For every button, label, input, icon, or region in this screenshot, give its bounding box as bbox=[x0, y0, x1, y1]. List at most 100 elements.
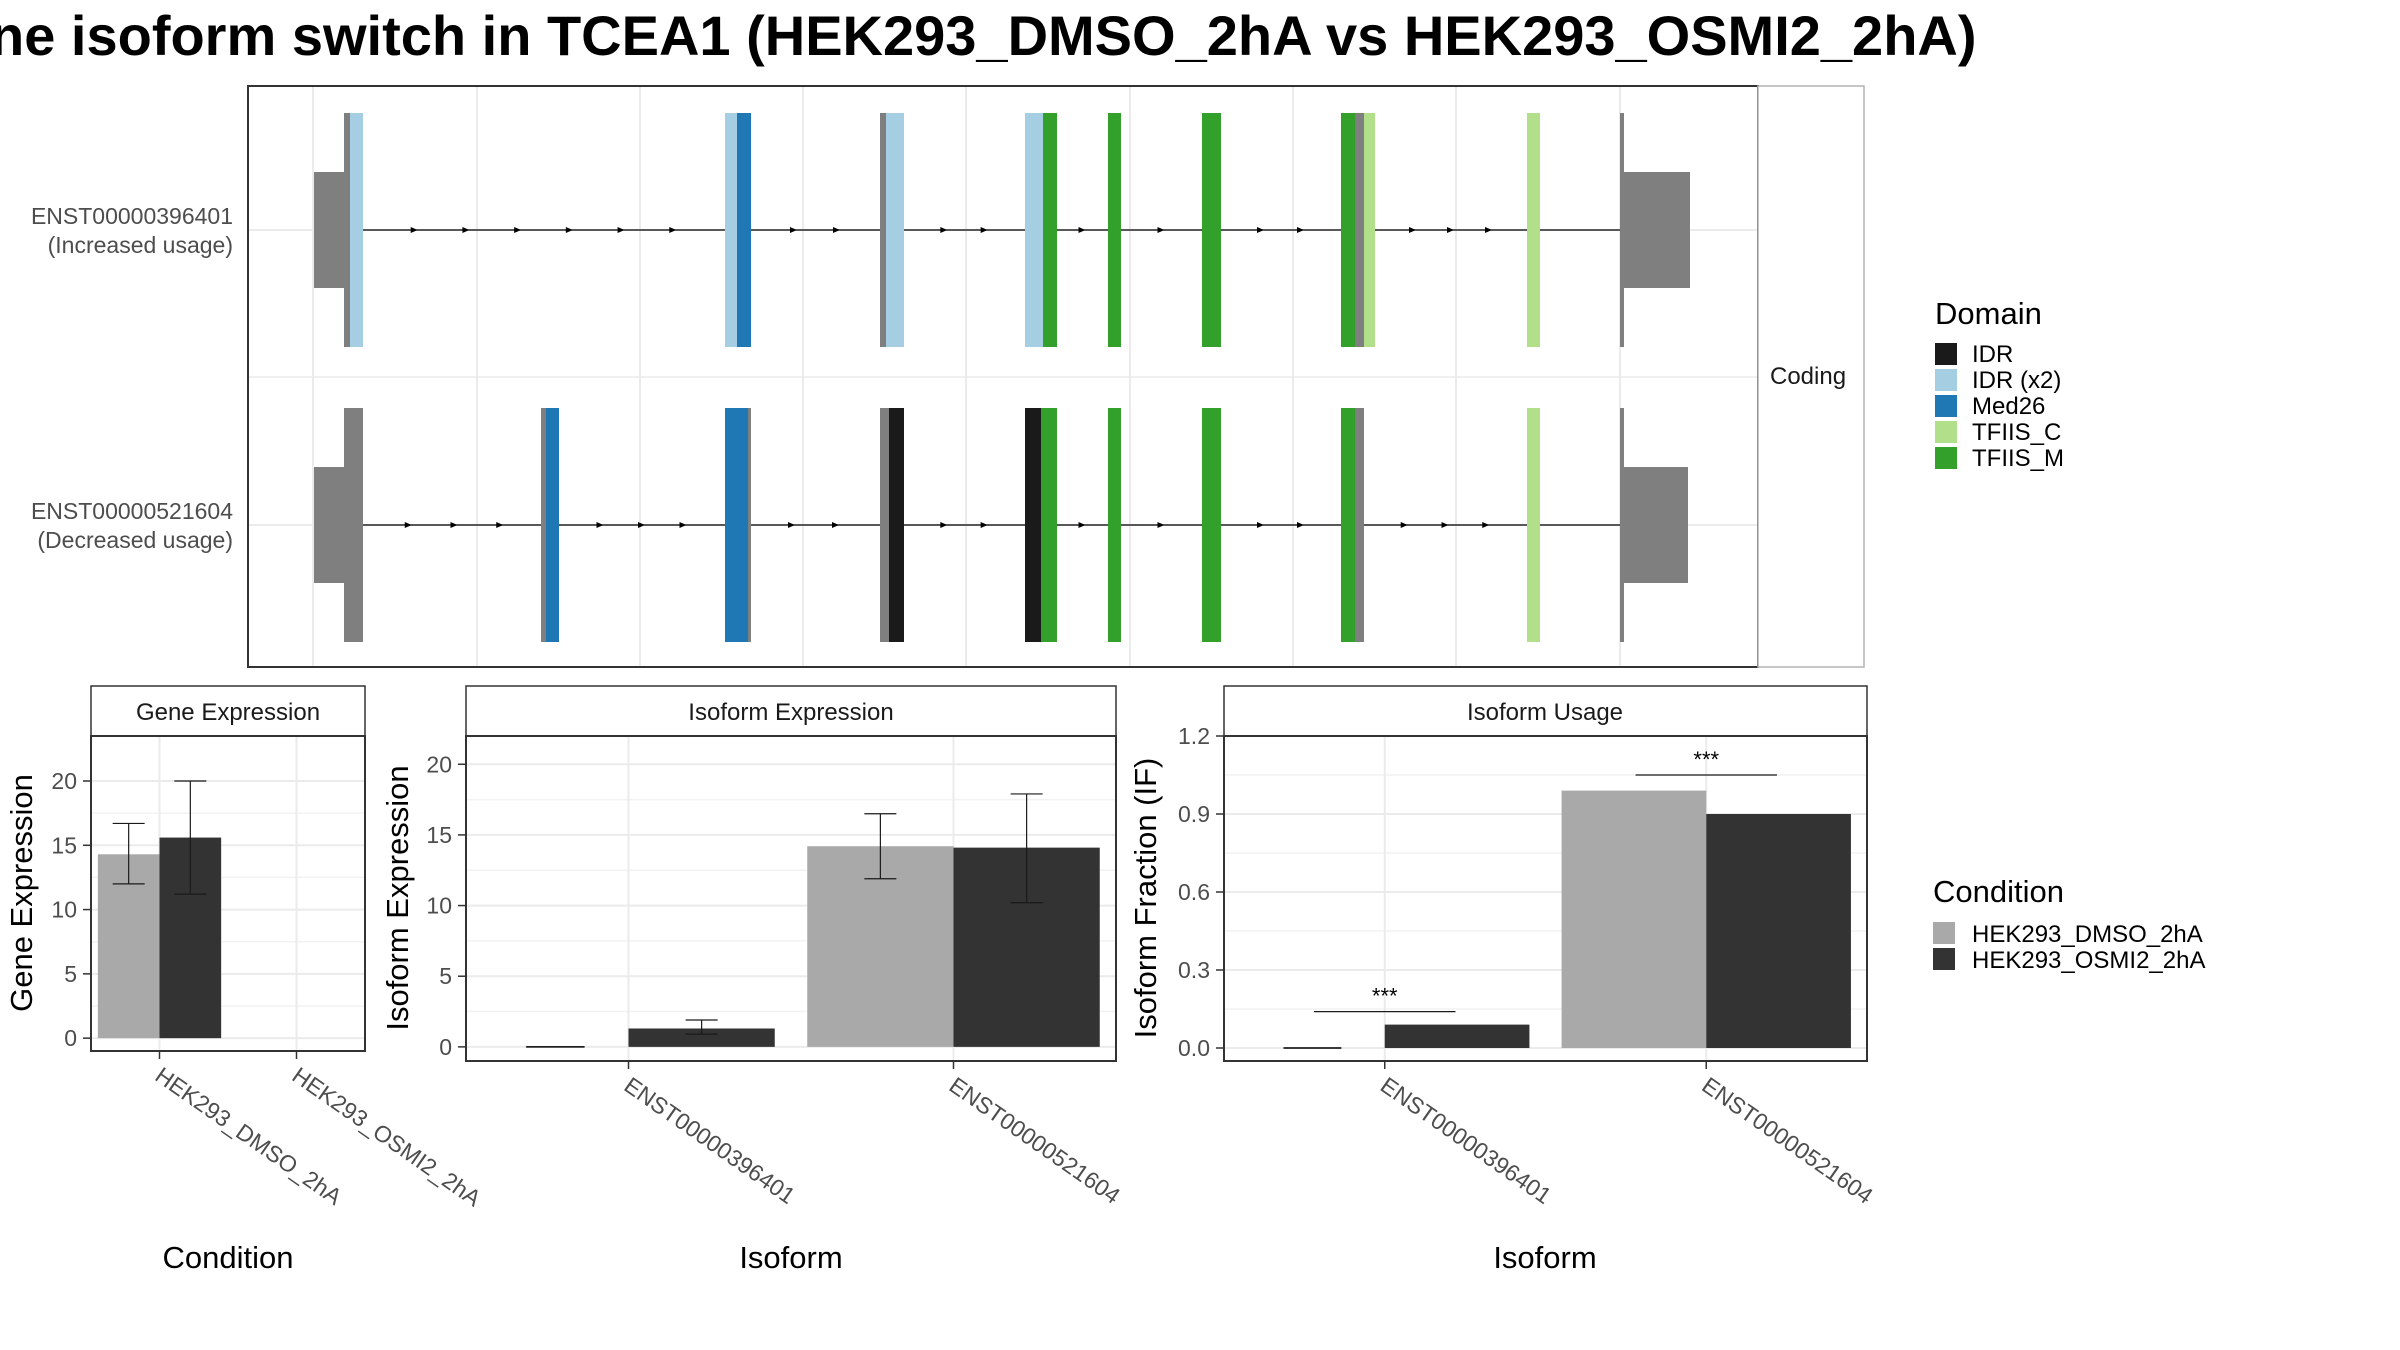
exon-block bbox=[344, 113, 350, 347]
structure-tracks bbox=[314, 113, 1690, 642]
gene-structure-panel: Coding ENST00000396401 (Increased usage)… bbox=[31, 85, 1865, 668]
condition-legend-key-dmso bbox=[1933, 922, 1955, 944]
y-tick-label: 15 bbox=[51, 832, 77, 858]
domain-legend-label-med26: Med26 bbox=[1972, 393, 2045, 420]
isoform-usage-panel: Isoform Usage 0.0 0.3 0.6 0.9 1.2 *** *** ENST0… bbox=[1128, 685, 1878, 1275]
domain-legend-key-tfiis_c bbox=[1935, 421, 1957, 443]
exon-block bbox=[1620, 408, 1624, 642]
intron-direction-arrow bbox=[514, 227, 522, 233]
isoform-usage-xlabel: Isoform bbox=[1493, 1240, 1596, 1275]
intron-direction-arrow bbox=[1257, 522, 1264, 528]
gene-expression-ylabel: Gene Expression bbox=[4, 774, 39, 1012]
utr-3prime bbox=[1620, 172, 1690, 288]
domain-legend-label-idr: IDR bbox=[1972, 341, 2013, 368]
domain-legend-key-med26 bbox=[1935, 395, 1957, 417]
domain-block-idr_x2 bbox=[350, 113, 363, 347]
intron-direction-arrow bbox=[980, 522, 988, 528]
y-tick-label: 0.6 bbox=[1178, 879, 1210, 905]
intron-direction-arrow bbox=[496, 522, 504, 528]
domain-block-tfiis_m bbox=[1043, 113, 1057, 347]
y-tick-label: 0 bbox=[64, 1025, 77, 1051]
isoform-expression-border bbox=[465, 735, 1117, 1062]
x-tick-label: ENST00000396401 bbox=[620, 1072, 800, 1209]
gene-expression-xlabel: Condition bbox=[163, 1240, 294, 1275]
domain-legend-key-idr_x2 bbox=[1935, 369, 1957, 391]
exon-block bbox=[880, 408, 889, 642]
condition-legend-label-dmso: HEK293_DMSO_2hA bbox=[1972, 921, 2203, 948]
exon-block bbox=[1355, 113, 1364, 347]
y-tick-label: 1.2 bbox=[1178, 723, 1210, 749]
intron-direction-arrow bbox=[410, 227, 418, 233]
significance-label: *** bbox=[1372, 984, 1398, 1009]
bar bbox=[1706, 814, 1851, 1048]
domain-legend-label-idr_x2: IDR (x2) bbox=[1972, 367, 2061, 394]
intron-direction-arrow bbox=[462, 227, 470, 233]
condition-legend-key-osmi2 bbox=[1933, 948, 1955, 970]
exon-block bbox=[748, 408, 751, 642]
exon-block bbox=[1620, 113, 1624, 347]
intron-direction-arrow bbox=[638, 522, 645, 528]
gene-expression-border bbox=[90, 735, 366, 1052]
intron-direction-arrow bbox=[940, 227, 948, 233]
figure-title: ne isoform switch in TCEA1 (HEK293_DMSO_… bbox=[0, 4, 1977, 67]
intron-direction-arrow bbox=[1078, 227, 1086, 233]
intron-direction-arrow bbox=[679, 522, 687, 528]
x-tick-label: ENST00000396401 bbox=[1376, 1072, 1556, 1209]
y-tick-label: 0.0 bbox=[1178, 1035, 1210, 1061]
y-tick-label: 15 bbox=[426, 822, 452, 848]
intron-direction-arrow bbox=[1297, 522, 1304, 528]
exon-block bbox=[541, 408, 546, 642]
track-label-usage-1: (Increased usage) bbox=[48, 232, 233, 258]
intron-direction-arrow bbox=[1409, 227, 1416, 233]
condition-legend-title: Condition bbox=[1933, 874, 2064, 909]
intron-direction-arrow bbox=[617, 227, 625, 233]
domain-block-tfiis_m bbox=[1108, 408, 1121, 642]
condition-legend: Condition HEK293_DMSO_2hA HEK293_OSMI2_2… bbox=[1933, 874, 2205, 974]
exon-block bbox=[344, 408, 363, 642]
domain-block-tfiis_c bbox=[1527, 113, 1540, 347]
domain-legend-label-tfiis_c: TFIIS_C bbox=[1972, 419, 2061, 446]
isoform-usage-border bbox=[1223, 735, 1868, 1062]
exon-block bbox=[1355, 408, 1364, 642]
bar bbox=[1561, 790, 1707, 1048]
intron-direction-arrow bbox=[1441, 522, 1449, 528]
y-tick-label: 0.3 bbox=[1178, 957, 1210, 983]
intron-direction-arrow bbox=[450, 522, 458, 528]
transcript-track-2 bbox=[314, 408, 1688, 642]
bar bbox=[1384, 1024, 1530, 1048]
isoform-expression-xlabel: Isoform bbox=[739, 1240, 842, 1275]
x-tick-label: ENST00000521604 bbox=[1697, 1072, 1878, 1209]
isoform-usage-ylabel: Isoform Fraction (IF) bbox=[1128, 758, 1163, 1039]
domain-legend-key-tfiis_m bbox=[1935, 447, 1957, 469]
bar bbox=[628, 1028, 775, 1047]
intron-direction-arrow bbox=[565, 227, 573, 233]
y-tick-label: 5 bbox=[439, 963, 452, 989]
isoform-expression-panel: Isoform Expression 0 5 10 15 20 ENST000003964… bbox=[380, 685, 1126, 1275]
x-tick-label: ENST00000521604 bbox=[945, 1072, 1126, 1209]
intron-direction-arrow bbox=[1400, 522, 1408, 528]
domain-block-med26 bbox=[737, 113, 751, 347]
domain-block-tfiis_m bbox=[1108, 113, 1121, 347]
domain-block-tfiis_m bbox=[1041, 408, 1057, 642]
intron-direction-arrow bbox=[1157, 522, 1165, 528]
domain-legend-label-tfiis_m: TFIIS_M bbox=[1972, 445, 2064, 472]
intron-direction-arrow bbox=[1257, 227, 1264, 233]
domain-block-idr_x2 bbox=[1025, 113, 1043, 347]
transcript-track-1 bbox=[314, 113, 1690, 347]
isoform-expression-strip bbox=[465, 685, 1117, 737]
utr-5prime bbox=[314, 172, 348, 288]
intron-direction-arrow bbox=[940, 522, 948, 528]
condition-legend-label-osmi2: HEK293_OSMI2_2hA bbox=[1972, 947, 2205, 974]
domain-block-tfiis_m bbox=[1341, 113, 1355, 347]
intron-direction-arrow bbox=[1485, 227, 1492, 233]
isoform-usage-strip-label: Isoform Usage bbox=[1467, 699, 1623, 726]
intron-direction-arrow bbox=[788, 522, 795, 528]
bar bbox=[807, 846, 954, 1047]
track-label-id-2: ENST00000521604 bbox=[31, 498, 233, 524]
domain-block-tfiis_m bbox=[1202, 408, 1221, 642]
domain-block-tfiis_m bbox=[1341, 408, 1355, 642]
y-tick-label: 20 bbox=[426, 751, 452, 777]
